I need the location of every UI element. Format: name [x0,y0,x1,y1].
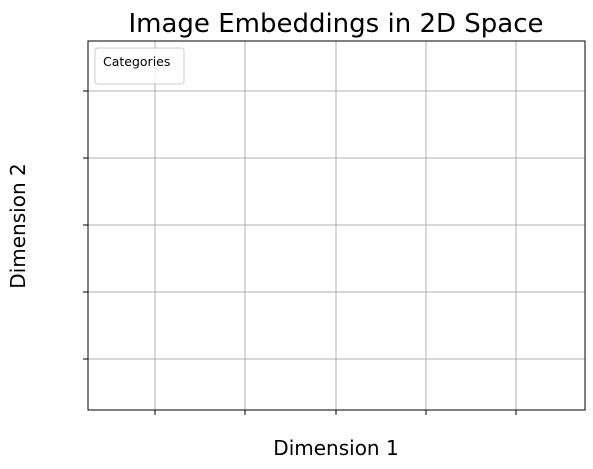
legend: Categories [94,47,185,85]
legend-box [94,47,185,85]
y-gridlines [88,90,585,360]
y-axis-ticks [83,90,88,360]
x-axis-label: Dimension 1 [273,436,398,460]
x-axis-ticks [154,410,517,415]
chart-title: Image Embeddings in 2D Space [129,9,544,39]
y-axis-label: Dimension 2 [6,163,30,288]
plot-area [83,40,586,415]
legend-title: Categories [103,54,170,69]
